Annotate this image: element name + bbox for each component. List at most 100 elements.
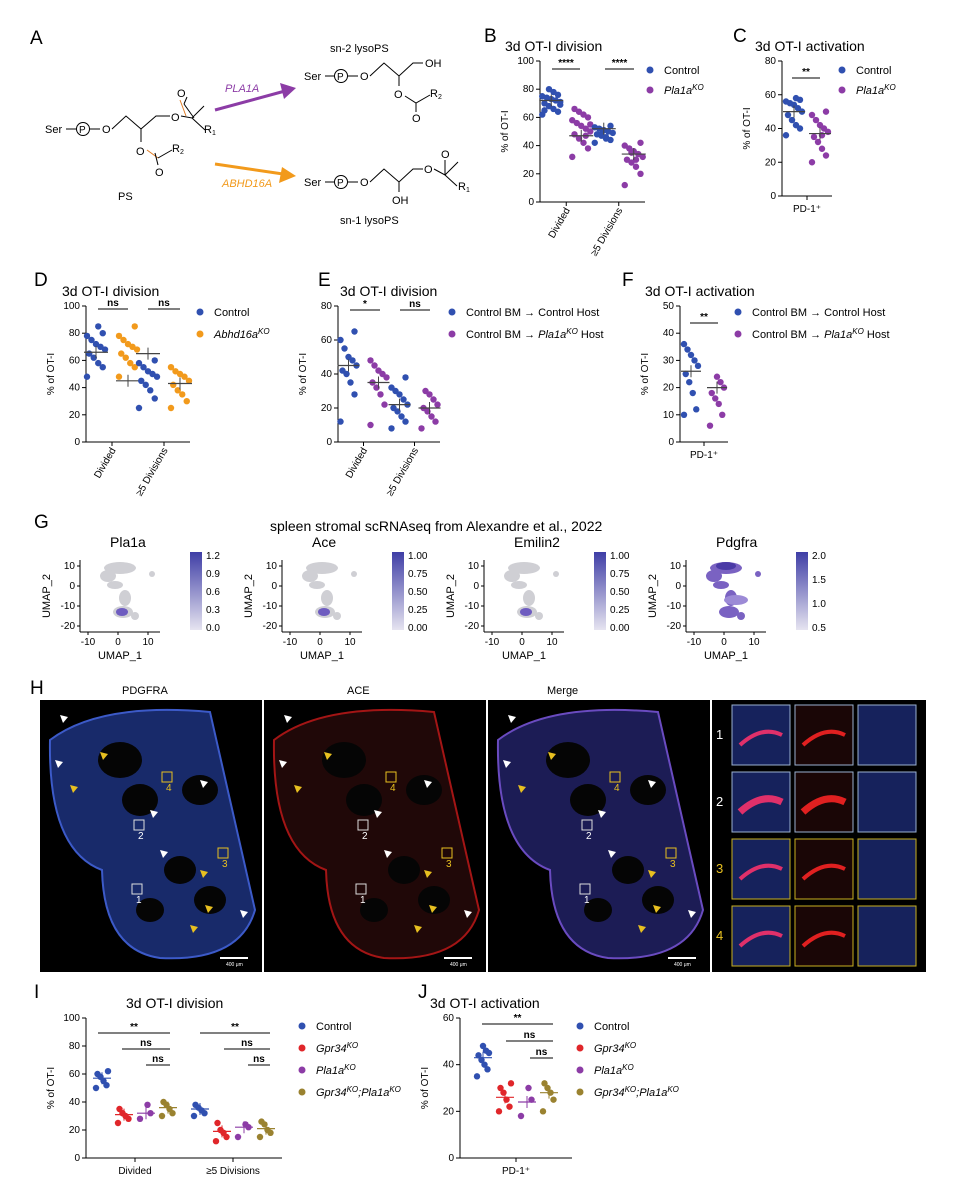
data-point [190, 1112, 198, 1120]
data-point [151, 395, 158, 402]
color-scale-tick: 0.6 [206, 587, 220, 598]
significance-label: ** [231, 1022, 239, 1033]
white-pulp [136, 898, 164, 922]
data-point [539, 93, 546, 100]
vessel-signal [801, 930, 846, 948]
legend-label: Gpr34KO [594, 1041, 636, 1055]
data-point [402, 418, 409, 425]
white-pulp [584, 898, 612, 922]
y-axis-label: % of OT-I [420, 1067, 431, 1109]
h-title-pdgfra: PDGFRA [122, 685, 169, 697]
data-point [686, 378, 693, 386]
umap-y-label: UMAP_2 [445, 574, 457, 618]
white-pulp [122, 784, 158, 816]
y-tick-label: 0 [74, 1153, 80, 1164]
data-point [706, 422, 714, 429]
color-scale-bar [190, 552, 202, 630]
y-tick-label: 60 [443, 1013, 455, 1024]
y-axis-label: % of OT-I [46, 353, 57, 395]
data-point [506, 1103, 513, 1110]
data-point [422, 387, 429, 395]
arrowhead-marker [688, 910, 696, 918]
legend-label: Control [594, 1021, 629, 1033]
arrowhead-marker [279, 760, 287, 768]
y-tick-label: 0 [770, 191, 776, 202]
arrowhead-marker [294, 785, 302, 793]
arrowhead-marker [100, 752, 108, 760]
data-point [812, 116, 820, 124]
white-pulp [322, 742, 366, 778]
legend-label: Gpr34KO;Pla1aKO [316, 1085, 401, 1099]
vessel-signal [801, 863, 846, 881]
y-tick-label: 0 [668, 437, 674, 448]
color-scale-tick: 0.75 [610, 569, 630, 580]
legend-marker [298, 1088, 306, 1096]
data-point [388, 425, 395, 432]
roi-box [161, 771, 173, 783]
significance-label: ns [152, 1054, 164, 1065]
arrowhead-marker [55, 760, 63, 768]
white-pulp [642, 886, 674, 914]
data-point [83, 373, 91, 380]
data-point [212, 1138, 220, 1145]
data-point [621, 181, 628, 189]
y-tick-label: 20 [443, 1106, 455, 1117]
data-point [541, 107, 548, 114]
roi-number: 4 [166, 783, 172, 794]
significance-label: ** [514, 1013, 522, 1024]
y-tick-label: 40 [765, 124, 777, 135]
y-tick-label: 20 [765, 157, 777, 168]
y-tick-label: 20 [523, 169, 535, 180]
data-point [99, 364, 106, 371]
legend-label: Control BM → Control Host [466, 307, 599, 319]
x-tick-label: ≥5 Divisions [206, 1166, 260, 1177]
y-tick-label: 80 [69, 328, 81, 339]
data-point [115, 373, 123, 380]
roi-box [355, 883, 367, 895]
y-tick-label: 100 [63, 301, 80, 312]
color-scale-tick: 1.0 [812, 599, 826, 610]
arrowhead-marker [384, 850, 392, 858]
y-tick-label: 60 [69, 1069, 81, 1080]
panel-letter-i: I [34, 982, 40, 1003]
legend-label: Abhd16aKO [213, 327, 270, 341]
umap-y-tick: -20 [465, 621, 480, 632]
data-point [341, 345, 348, 352]
arrowhead-marker [200, 780, 208, 788]
umap-x-tick: -10 [81, 637, 96, 648]
data-point [680, 340, 688, 348]
data-point [598, 131, 605, 138]
data-point [575, 135, 583, 142]
data-point [104, 1068, 112, 1075]
data-point [584, 145, 592, 152]
color-scale-tick: 0.00 [408, 623, 428, 634]
data-point [124, 340, 132, 348]
data-point [377, 391, 384, 398]
umap-y-tick: 0 [473, 581, 479, 592]
color-scale-tick: 0.50 [610, 587, 630, 598]
umap-cluster [737, 612, 745, 620]
roi-number: 1 [360, 895, 366, 906]
vessel-signal [801, 729, 846, 747]
arrowhead-marker [160, 850, 168, 858]
vessel-signal [737, 795, 784, 815]
scale-bar-label: 400 μm [226, 962, 243, 968]
y-tick-label: 60 [523, 112, 535, 123]
white-pulp [346, 784, 382, 816]
umap-y-tick: -10 [61, 601, 76, 612]
umap-cluster [302, 570, 318, 582]
color-scale-bar [796, 552, 808, 630]
data-point [621, 142, 628, 149]
arrowhead-marker [653, 905, 661, 913]
data-point [174, 387, 181, 394]
data-point [808, 159, 816, 166]
white-pulp [164, 856, 196, 884]
arrowhead-marker [190, 925, 198, 933]
legend-label: Pla1aKO [594, 1063, 634, 1077]
data-point [822, 152, 830, 159]
data-point [367, 357, 374, 364]
umap-cluster [107, 581, 123, 589]
data-point [708, 389, 715, 397]
